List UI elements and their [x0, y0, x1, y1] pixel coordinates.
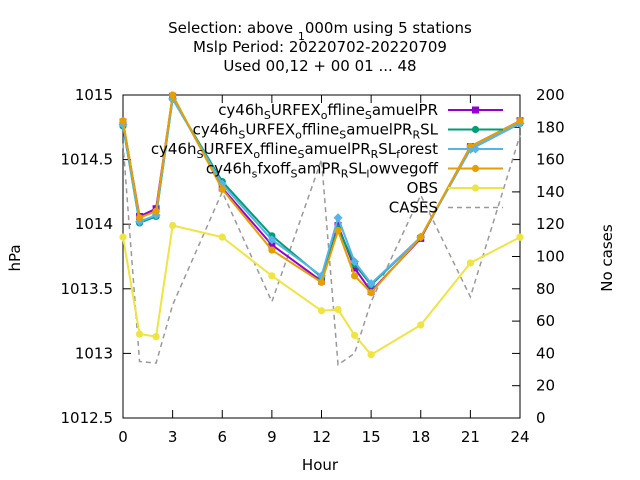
title-line-0: Selection: above 1000m using 5 stations — [168, 19, 472, 43]
data-point — [350, 272, 359, 280]
y-tick-label: 1013.5 — [61, 280, 114, 298]
series-line — [122, 224, 521, 356]
data-point — [367, 351, 375, 359]
y2-axis-label: No cases — [598, 224, 616, 292]
data-point — [267, 235, 277, 245]
legend-label: CASES — [389, 199, 438, 217]
series-4 — [119, 221, 524, 359]
x-tick-label: 18 — [411, 428, 430, 446]
y-tick-label: 1012.5 — [61, 409, 114, 427]
legend-label: cy46hSURFEXofflineSamuelPR — [218, 101, 438, 122]
data-point — [417, 233, 425, 241]
data-point — [466, 259, 474, 267]
legend: cy46hSURFEXofflineSamuelPRcy46hSURFEXoff… — [151, 101, 503, 217]
data-point — [152, 333, 160, 341]
y2-tick-label: 40 — [536, 344, 555, 362]
title-line-2: Used 00,12 + 00 01 ... 48 — [223, 57, 416, 75]
data-point — [366, 279, 376, 289]
legend-label: OBS — [407, 179, 438, 197]
data-point — [268, 272, 276, 280]
title-line-1: Mslp Period: 20220702-20220709 — [193, 38, 447, 56]
data-point — [169, 91, 177, 99]
y-axis-ticks: 1012.5 1013 1013.5 1014 1014.5 1015 — [61, 86, 131, 427]
data-point — [135, 330, 144, 338]
data-point — [169, 221, 177, 230]
data-point — [516, 233, 524, 241]
y2-tick-label: 160 — [536, 151, 565, 169]
x-tick-label: 12 — [312, 428, 331, 446]
data-point — [119, 117, 127, 125]
x-tick-label: 9 — [267, 428, 277, 446]
y2-tick-label: 180 — [536, 118, 565, 136]
data-point — [317, 278, 326, 286]
data-point — [351, 264, 359, 272]
y-tick-label: 1014.5 — [61, 151, 114, 169]
y2-tick-label: 0 — [536, 409, 546, 427]
data-point — [268, 246, 276, 254]
x-tick-label: 24 — [510, 428, 529, 446]
data-point — [367, 289, 375, 297]
data-point — [333, 213, 343, 223]
y2-tick-label: 100 — [536, 248, 565, 266]
data-point — [334, 305, 342, 314]
data-point — [218, 185, 226, 193]
legend-marker — [471, 144, 480, 154]
data-point — [334, 227, 342, 235]
y-axis-label: hPa — [6, 244, 24, 271]
x-tick-label: 6 — [217, 428, 227, 446]
x-tick-label: 15 — [362, 428, 381, 446]
x-axis-ticks: 0 3 6 9 12 15 18 21 24 — [118, 95, 530, 446]
x-tick-label: 21 — [461, 428, 480, 446]
legend-label: cy46hSURFEXofflineSamuelPRRSLforest — [151, 140, 438, 161]
legend-marker — [471, 164, 480, 173]
data-point — [152, 207, 160, 215]
series-layer — [118, 91, 525, 367]
chart-title: Selection: above 1000m using 5 stationsM… — [168, 19, 472, 75]
x-tick-label: 0 — [118, 428, 128, 446]
data-point — [119, 233, 127, 241]
x-axis-label: Hour — [302, 456, 339, 474]
data-point — [317, 307, 326, 315]
y2-tick-label: 120 — [536, 215, 565, 233]
legend-marker — [471, 125, 480, 134]
data-point — [516, 117, 524, 125]
y2-tick-label: 200 — [536, 86, 565, 104]
x-tick-label: 3 — [168, 428, 178, 446]
legend-marker — [471, 184, 480, 192]
series-5 — [122, 135, 521, 367]
data-point — [135, 214, 144, 222]
legend-label: cy46hsfxoffSamPRRSLlowvegoff — [206, 160, 439, 181]
data-point — [350, 331, 359, 339]
data-point — [218, 233, 226, 241]
y-tick-label: 1013 — [75, 344, 113, 362]
y2-tick-label: 60 — [536, 312, 555, 330]
y2-axis-ticks: 0 20 40 60 80 100 120 140 160 180 200 — [512, 86, 565, 427]
data-point — [350, 257, 360, 267]
series-line — [122, 135, 521, 367]
y-tick-label: 1015 — [75, 86, 113, 104]
y2-tick-label: 20 — [536, 377, 555, 395]
y-tick-label: 1014 — [75, 215, 113, 233]
data-point — [268, 241, 276, 249]
legend-label: cy46hSURFEXofflineSamuelPRRSL — [193, 121, 439, 142]
legend-marker — [472, 106, 479, 114]
y2-tick-label: 140 — [536, 183, 565, 201]
y2-tick-label: 80 — [536, 280, 555, 298]
data-point — [417, 321, 425, 329]
